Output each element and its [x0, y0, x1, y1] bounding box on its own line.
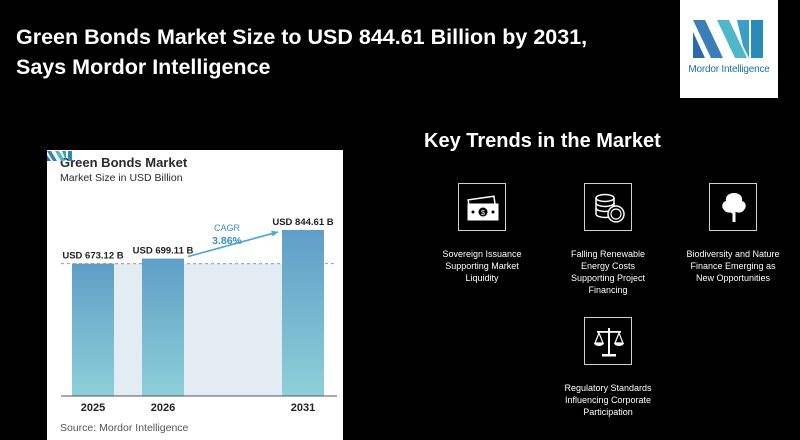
- trend-2-line-2: Energy Costs: [580, 261, 636, 271]
- headline-line-1: Green Bonds Market Size to USD 844.61 Bi…: [16, 25, 588, 49]
- scales-icon: [594, 328, 624, 357]
- x-tick-2025: 2025: [81, 402, 105, 414]
- svg-text:$: $: [481, 210, 485, 217]
- trend-1-line-2: Supporting Market: [445, 261, 519, 271]
- trends-title: Key Trends in the Market: [424, 130, 661, 152]
- trend-3-line-3: New Opportunities: [695, 273, 771, 283]
- trend-4-line-3: Participation: [583, 407, 633, 417]
- coins-icon: [595, 193, 625, 223]
- cagr-label: CAGR: [214, 223, 241, 233]
- chart-subtitle: Market Size in USD Billion: [60, 172, 183, 184]
- headline-line-2: Says Mordor Intelligence: [16, 55, 271, 79]
- cagr-arrowhead: [271, 230, 278, 237]
- cagr-value: 3.86%: [212, 235, 242, 247]
- trend-2-line-3: Supporting Project: [570, 273, 646, 283]
- trend-tree-box: [709, 183, 757, 231]
- data-label-2026: USD 699.11 B: [133, 246, 194, 257]
- chart-title: Green Bonds Market: [60, 155, 188, 170]
- trend-4-line-1: Regulatory Standards: [564, 383, 652, 393]
- headline: Green Bonds Market Size to USD 844.61 Bi…: [16, 22, 656, 82]
- trend-scales-box: [584, 317, 632, 365]
- mordor-intelligence-logo: Mordor Intelligence: [680, 0, 778, 98]
- trend-3-line-2: Finance Emerging as: [690, 261, 776, 271]
- trend-label-1: Sovereign Issuance Supporting Market Liq…: [407, 248, 557, 284]
- trend-coins-box: [584, 183, 632, 231]
- trend-2-line-1: Falling Renewable: [570, 249, 646, 259]
- trend-label-3: Biodiversity and Nature Finance Emerging…: [658, 248, 800, 284]
- trend-3-line-1: Biodiversity and Nature: [686, 249, 780, 259]
- trend-2-line-4: Financing: [588, 285, 628, 295]
- money-icon: $: [467, 195, 499, 221]
- tree-icon: [722, 193, 746, 222]
- logo-mark-icon: [693, 20, 763, 58]
- trend-label-4: Regulatory Standards Influencing Corpora…: [533, 382, 683, 418]
- trend-1-line-3: Liquidity: [465, 273, 499, 283]
- trend-label-2: Falling Renewable Energy Costs Supportin…: [533, 248, 683, 296]
- data-label-2025: USD 673.12 B: [62, 251, 123, 262]
- chart-source: Source: Mordor Intelligence: [60, 422, 189, 434]
- bar-2026: [142, 258, 184, 396]
- cagr-arrow: [187, 231, 279, 258]
- bar-2025: [72, 263, 114, 396]
- trend-4-line-2: Influencing Corporate: [564, 395, 652, 405]
- data-label-2031: USD 844.61 B: [272, 217, 333, 228]
- bar-2031: [282, 229, 324, 396]
- x-tick-2026: 2026: [151, 402, 175, 414]
- trend-1-line-1: Sovereign Issuance: [442, 249, 522, 259]
- bar-chart: USD 673.12 B 2025 USD 699.11 B 2026 USD 844.…: [61, 217, 337, 414]
- x-tick-2031: 2031: [291, 402, 315, 414]
- trend-money-box: $: [458, 183, 506, 231]
- logo-text: Mordor Intelligence: [688, 64, 770, 75]
- mini-logo-icon: [47, 151, 72, 161]
- chart-card: USD 673.12 B 2025 USD 699.11 B 2026 USD 844.…: [47, 150, 343, 440]
